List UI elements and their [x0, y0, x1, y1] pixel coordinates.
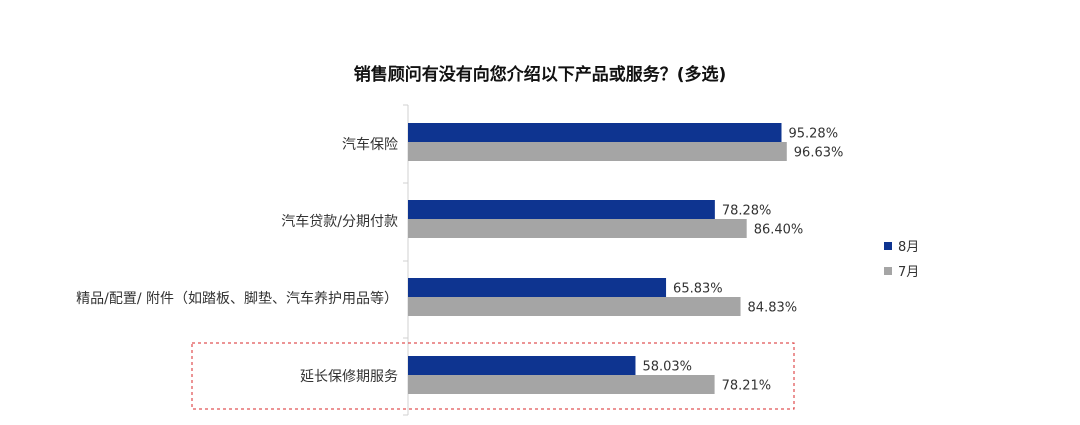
bar-aug	[408, 356, 636, 375]
data-label: 86.40%	[754, 223, 804, 238]
data-label: 95.28%	[788, 127, 838, 142]
bar-jul	[408, 375, 715, 394]
bar-aug	[408, 123, 782, 142]
category-label: 汽车贷款/分期付款	[281, 213, 398, 230]
legend-label: 7月	[898, 265, 919, 280]
highlight-box	[191, 342, 795, 410]
data-label: 78.28%	[722, 204, 772, 219]
data-label: 58.03%	[642, 360, 692, 375]
legend-swatch	[884, 267, 892, 275]
bar-jul	[408, 142, 787, 161]
data-label: 78.21%	[722, 379, 772, 394]
category-label: 精品/配置/ 附件（如踏板、脚垫、汽车养护用品等）	[76, 290, 398, 307]
chart-title: 销售顾问有没有向您介绍以下产品或服务？(多选)	[353, 65, 727, 85]
legend-label: 8月	[898, 240, 919, 255]
data-label: 84.83%	[748, 301, 798, 316]
bar-aug	[408, 278, 667, 297]
bar-aug	[408, 200, 715, 219]
bar-jul	[408, 219, 747, 238]
legend-swatch	[884, 242, 892, 250]
bar-jul	[408, 297, 741, 316]
category-label: 汽车保险	[342, 136, 398, 153]
data-label: 96.63%	[794, 146, 844, 161]
category-label: 延长保修期服务	[300, 369, 398, 385]
data-label: 65.83%	[673, 282, 723, 297]
